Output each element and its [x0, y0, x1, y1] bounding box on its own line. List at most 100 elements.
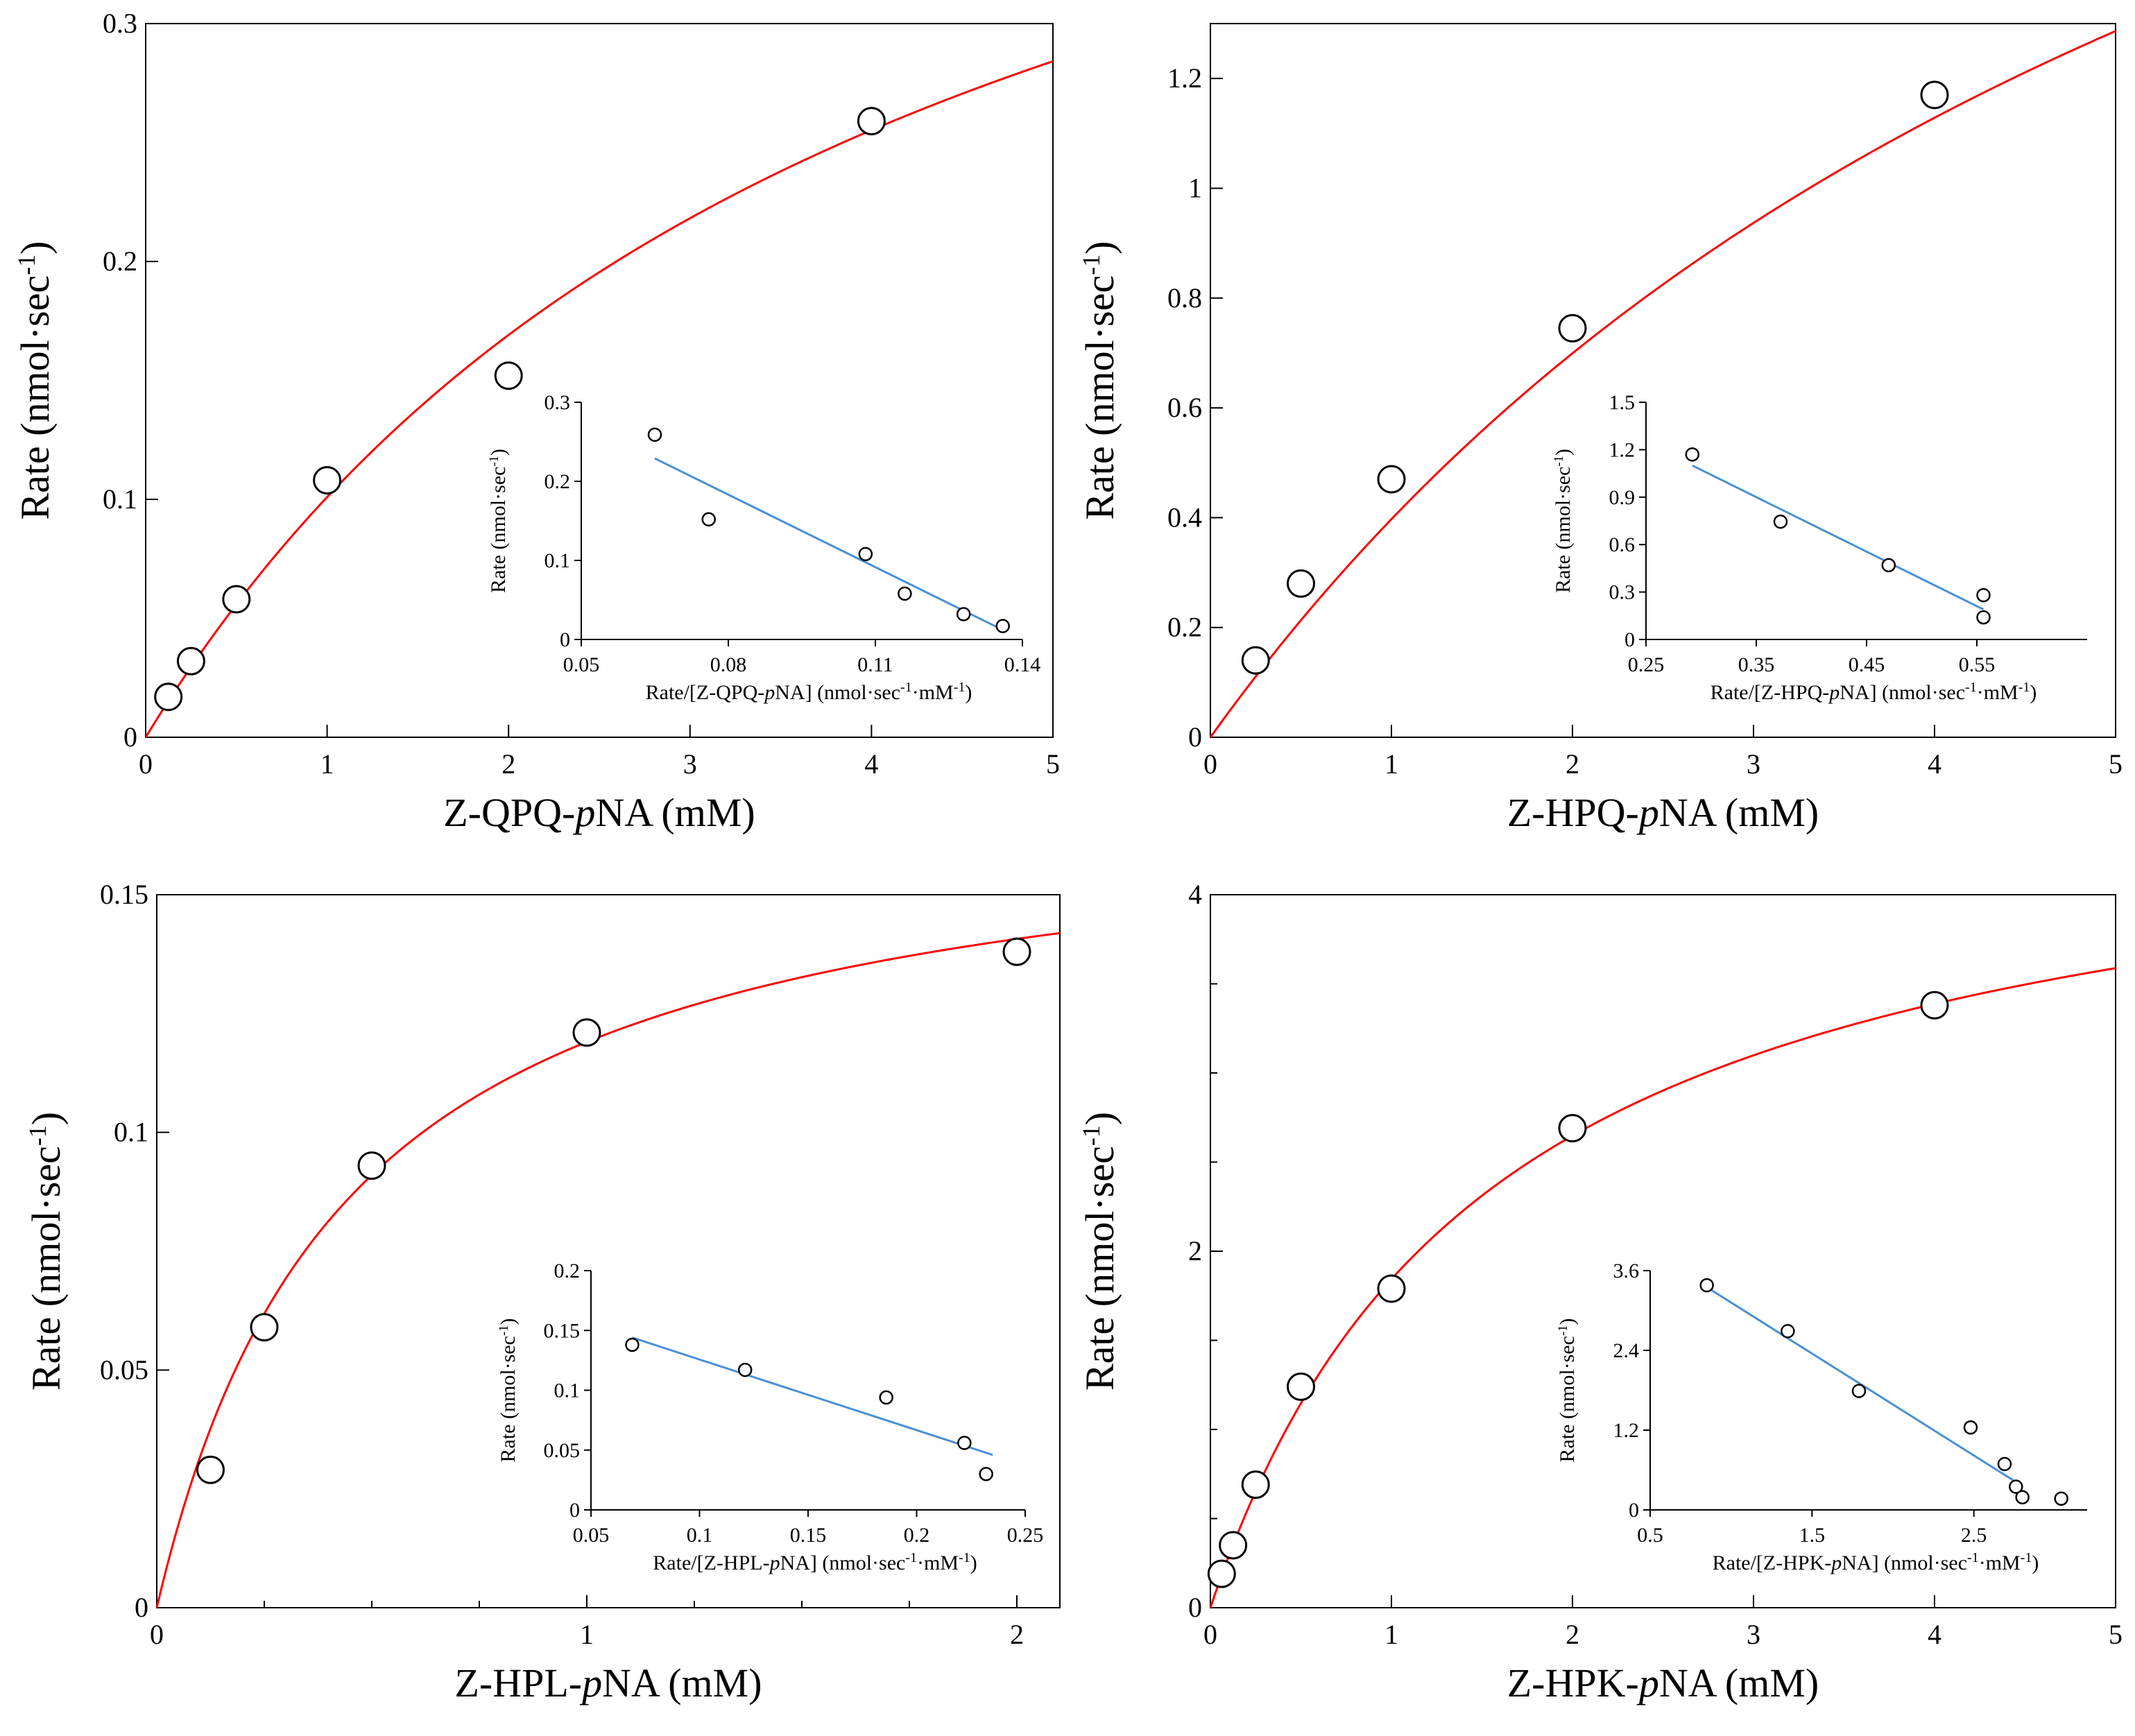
x-axis-label: Z-QPQ-pNA (mM) — [443, 790, 755, 835]
inset-x-tick-label: 0.55 — [1959, 653, 1996, 676]
xlabel-p: p — [1636, 790, 1659, 835]
inset-y-tick-label: 0.3 — [545, 391, 571, 414]
ylabel-exponent: -1 — [1077, 1125, 1105, 1146]
inset-x-tick-label: 0.08 — [710, 653, 747, 676]
inset-xlabel-prefix: Rate/[Z-QPQ- — [646, 681, 765, 704]
inset-xlabel-exp2: -1 — [2018, 680, 2030, 695]
inset-x-tick-label: 0.14 — [1004, 653, 1041, 676]
y-tick-label: 1 — [1188, 172, 1202, 203]
inset-data-point — [625, 1337, 640, 1352]
ylabel-close: ) — [1556, 1318, 1579, 1325]
inset-xlabel-unit: NA] (nmol·sec — [780, 1552, 906, 1574]
y-axis-label: Rate (nmol·sec-1) — [12, 241, 58, 520]
inset-data-point — [1773, 514, 1788, 529]
inset-data-point — [737, 1362, 753, 1377]
data-point — [1920, 990, 1949, 1020]
inset-y-tick-label: 0.2 — [545, 470, 571, 493]
inset-x-tick-label: 0.25 — [1628, 653, 1665, 676]
inset-data-point — [879, 1390, 893, 1405]
inset-data-point — [1881, 558, 1896, 573]
inset-x-tick-label: 0.2 — [904, 1524, 930, 1547]
inset-y-axis-label: Rate (nmol·sec-1) — [497, 1318, 520, 1463]
inset-x-tick-label: 1.5 — [1799, 1524, 1826, 1547]
x-axis-label: Z-HPK-pNA (mM) — [1507, 1660, 1819, 1705]
inset-hpk: 0 1.2 2.4 3.6 0.5 1.5 2.5 Rate/[Z-HPK-pNA] (nmo… — [1556, 1260, 2087, 1574]
plot-frame — [156, 894, 1061, 1608]
data-point — [1002, 937, 1031, 966]
inset-hpl: 00.050.10.150.20.05 0.1 0.15 0.2 0.25Rate/[Z… — [497, 1260, 1044, 1574]
inset-xlabel-p: p — [1830, 1552, 1842, 1574]
ylabel-exponent: -1 — [1556, 1325, 1570, 1337]
inset-y-tick-label: 0.2 — [554, 1260, 581, 1282]
inset-x-tick-label: 0.35 — [1738, 653, 1775, 676]
inset-data-point — [957, 1436, 972, 1450]
y-tick-label: 0 — [135, 1592, 148, 1623]
x-tick-label: 5 — [2109, 1619, 2123, 1650]
fit-curve — [1209, 967, 2116, 1608]
x-tick-label: 3 — [1747, 1619, 1760, 1650]
data-point — [1377, 1274, 1406, 1303]
ylabel-exponent: -1 — [497, 1325, 511, 1337]
x-tick-label: 1 — [1384, 1619, 1398, 1650]
plot-frame — [1210, 23, 2116, 738]
data-point — [313, 466, 342, 495]
inset-y-tick-label: 0 — [1629, 1499, 1639, 1522]
inset-xlabel-exp1: -1 — [900, 680, 912, 695]
x-tick-label: 0 — [1203, 748, 1217, 780]
inset-x-tick-label: 0.15 — [790, 1524, 827, 1547]
y-tick-label: 2 — [1188, 1235, 1202, 1266]
inset-regression-line — [632, 1337, 993, 1456]
inset-y-tick-label: 3.6 — [1613, 1260, 1640, 1282]
data-point — [1219, 1531, 1248, 1560]
data-point — [222, 585, 251, 614]
inset-data-point — [1997, 1456, 2012, 1472]
xlabel-prefix: Z-QPQ- — [443, 790, 575, 835]
inset-data-point — [647, 427, 662, 442]
inset-data-point — [1976, 587, 1991, 603]
inset-x-axis-label: Rate/[Z-HPL-pNA] (nmol·sec-1·mM-1) — [653, 1550, 977, 1574]
inset-data-point — [2015, 1490, 2030, 1505]
x-axis-label: Z-HPQ-pNA (mM) — [1507, 790, 1819, 835]
inset-xlabel-unit: NA] (nmol·sec — [1842, 1552, 1967, 1574]
inset-y-tick-label: 0.15 — [544, 1319, 581, 1342]
inset-xlabel-exp2: -1 — [959, 1550, 970, 1565]
inset-x-tick-label: 0.45 — [1849, 653, 1885, 676]
y-tick-label: 0.4 — [1167, 501, 1202, 533]
plot-frame — [1210, 894, 2116, 1608]
data-point — [494, 361, 523, 390]
inset-data-point — [858, 547, 873, 562]
chart-hpq: 00.20.40.60.811.20 1 2 3 4 5Z-HPQ-pNA (mM)Rat… — [1077, 23, 2123, 835]
ylabel-word: Rate — [24, 1307, 69, 1391]
inset-regression-line — [1692, 464, 1984, 611]
inset-xlabel-mm: ·mM — [1977, 681, 2018, 704]
inset-x-tick-label: 0.25 — [1007, 1524, 1044, 1547]
inset-y-tick-label: 0.9 — [1609, 486, 1636, 509]
data-point — [154, 682, 183, 712]
data-point — [1207, 1559, 1236, 1588]
data-point — [176, 646, 205, 676]
y-tick-label: 0 — [1188, 721, 1202, 753]
inset-xlabel-unit: NA] (nmol·sec — [1840, 681, 1965, 704]
ylabel-exponent: -1 — [1077, 255, 1105, 275]
y-axis-label: Rate (nmol·sec-1) — [1077, 1112, 1122, 1391]
chart-qpq: 00.10.20.30 1 2 3 4 5Z-QPQ-pNA (mM)Rate (nmol… — [12, 8, 1060, 835]
ylabel-unit: (nmol·sec — [487, 467, 510, 550]
ylabel-close: ) — [487, 449, 510, 456]
data-point — [357, 1151, 386, 1180]
y-tick-label: 1.2 — [1167, 62, 1202, 94]
data-point — [1241, 1470, 1270, 1499]
inset-data-point — [898, 586, 912, 601]
inset-y-tick-label: 0.3 — [1609, 581, 1636, 604]
ylabel-close: ) — [1077, 1112, 1122, 1125]
x-tick-label: 3 — [683, 748, 697, 780]
x-tick-label: 4 — [1928, 748, 1941, 780]
y-tick-label: 4 — [1188, 879, 1202, 910]
y-tick-label: 0.15 — [100, 879, 148, 910]
data-point — [1287, 569, 1315, 598]
xlabel-prefix: Z-HPK- — [1507, 1660, 1639, 1705]
x-tick-label: 1 — [320, 748, 334, 780]
x-tick-label: 1 — [580, 1619, 594, 1650]
data-point — [250, 1313, 279, 1342]
ylabel-exponent: -1 — [12, 255, 40, 275]
